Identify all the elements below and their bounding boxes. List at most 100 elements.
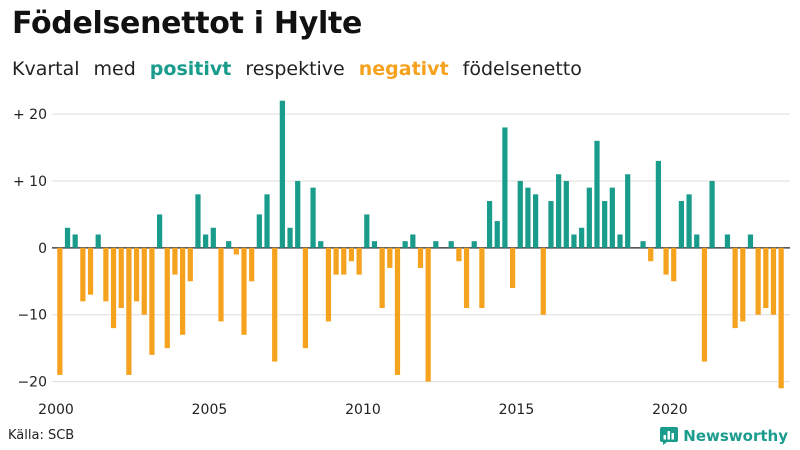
bar <box>379 247 385 309</box>
bar <box>602 201 608 248</box>
subtitle-text-med: med <box>93 58 136 80</box>
bar <box>302 247 309 349</box>
x-tick-label: 2000 <box>38 402 74 418</box>
bar <box>571 234 577 248</box>
bar <box>195 194 201 248</box>
subtitle-text-fodelsenetto: födelsenetto <box>462 58 582 80</box>
y-axis: + 20 + 10 0 −10 −20 <box>13 107 47 391</box>
bar <box>617 234 623 248</box>
bar <box>502 127 508 248</box>
bar <box>724 234 731 248</box>
bar <box>456 247 462 262</box>
bar <box>655 160 661 248</box>
bar <box>333 247 339 275</box>
bar <box>525 187 531 248</box>
bar <box>463 247 470 309</box>
bar <box>103 247 109 302</box>
bar <box>425 247 431 382</box>
bar <box>479 247 485 309</box>
bar <box>371 241 378 248</box>
bar <box>325 247 332 322</box>
bar <box>533 194 539 248</box>
bar <box>180 247 186 335</box>
chart-subtitle: Kvartal med positivt respektive negativt föde… <box>12 58 596 80</box>
bar <box>740 247 746 322</box>
x-tick-label: 2010 <box>345 402 381 418</box>
bar <box>732 247 738 329</box>
brand-name: Newsworthy <box>683 427 788 445</box>
bar <box>348 247 355 262</box>
bar <box>709 180 715 248</box>
bar <box>164 247 170 349</box>
subtitle-text-kvartal: Kvartal <box>12 58 80 80</box>
x-tick-label: 2015 <box>499 402 535 418</box>
bar <box>210 227 216 248</box>
bar <box>410 234 416 248</box>
bars <box>57 100 784 389</box>
bar <box>471 241 477 248</box>
bar <box>509 247 516 288</box>
bar <box>118 247 124 309</box>
bar <box>686 194 692 248</box>
bar <box>272 247 278 362</box>
y-tick-label: + 10 <box>13 174 47 190</box>
bar <box>701 247 708 362</box>
bar <box>218 247 224 322</box>
bar <box>486 201 493 248</box>
chart-title: Födelsenettot i Hylte <box>12 6 363 41</box>
bar <box>172 247 178 275</box>
bar <box>448 241 454 248</box>
bar <box>80 247 86 302</box>
bar <box>95 234 101 248</box>
bar <box>279 100 285 248</box>
bar <box>394 247 401 375</box>
bar <box>678 201 685 248</box>
bar <box>433 241 439 248</box>
bar <box>72 234 78 248</box>
bar <box>156 214 163 248</box>
bar <box>226 241 232 248</box>
bar <box>556 174 562 248</box>
x-axis: 2000 2005 2010 2015 2020 <box>38 402 688 418</box>
bar <box>141 247 147 315</box>
source-label: Källa: SCB <box>8 428 75 443</box>
bar <box>87 247 94 295</box>
bar <box>64 227 71 248</box>
bar <box>747 234 754 248</box>
bar <box>256 214 262 248</box>
y-tick-label: 0 <box>38 241 47 257</box>
bar <box>133 247 140 302</box>
bar <box>671 247 677 282</box>
brand-logo: Newsworthy <box>660 427 788 445</box>
bar <box>387 247 393 268</box>
bar <box>694 234 700 248</box>
bar <box>110 247 117 329</box>
bar <box>770 247 777 315</box>
bar <box>402 241 408 248</box>
bar <box>264 194 270 248</box>
bar <box>594 140 600 248</box>
legend-positive: positivt <box>149 58 232 80</box>
y-tick-label: + 20 <box>13 107 47 123</box>
bar <box>778 247 784 389</box>
bar <box>356 247 362 275</box>
chart-logo-icon <box>660 427 679 445</box>
bar <box>625 174 631 248</box>
subtitle-text-respektive: respektive <box>245 58 345 80</box>
bar <box>341 247 347 275</box>
y-tick-label: −10 <box>17 308 47 324</box>
bar <box>763 247 769 309</box>
bar <box>663 247 669 275</box>
bar <box>287 227 293 248</box>
bar <box>295 180 301 248</box>
bar <box>640 241 646 248</box>
bar <box>517 180 523 248</box>
y-tick-label: −20 <box>17 375 47 391</box>
bar <box>364 214 370 248</box>
bar <box>149 247 155 355</box>
bar <box>57 247 63 375</box>
bar <box>126 247 132 375</box>
bar <box>586 187 592 248</box>
bar <box>648 247 654 262</box>
